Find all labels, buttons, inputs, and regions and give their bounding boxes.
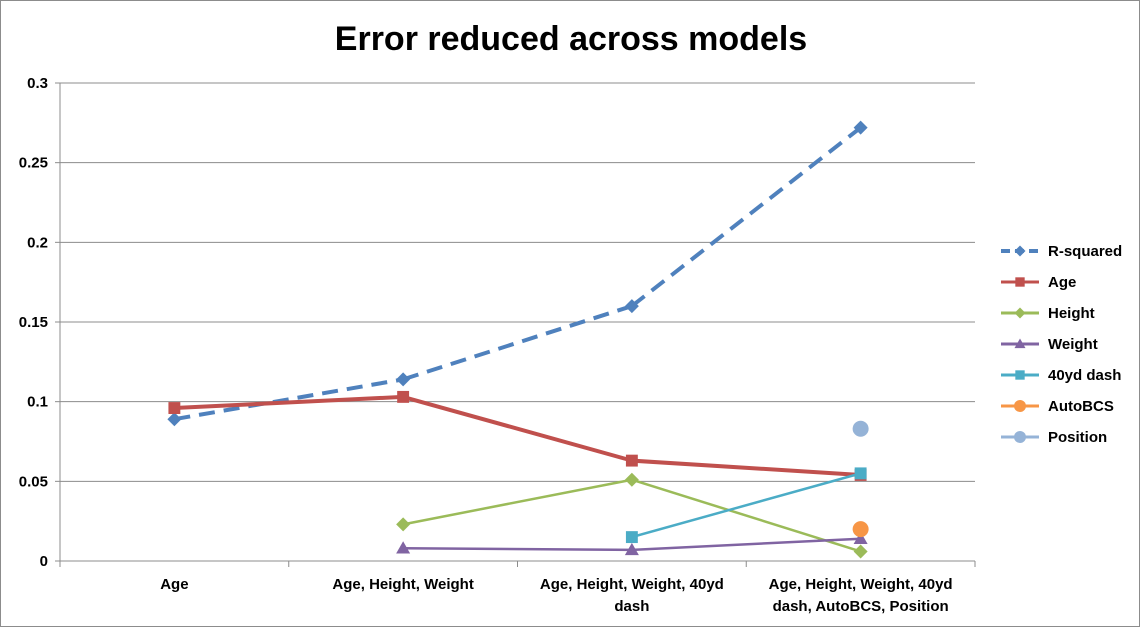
series-line-segment <box>402 394 633 463</box>
x-tick-label: Age, Height, Weight, 40yd <box>540 576 724 593</box>
data-point <box>396 541 411 554</box>
data-point <box>624 542 639 556</box>
legend: R-squared Age Height Weight 40yd dash AutoBCS… <box>1001 243 1122 446</box>
data-point <box>852 420 869 437</box>
y-axis-ticks: 0 0.05 0.1 0.15 0.2 0.25 0.3 <box>19 75 60 570</box>
data-point <box>625 454 638 467</box>
legend-marker <box>1014 245 1026 257</box>
x-axis-ticks: Age Age, Height, Weight Age, Height, Weigh… <box>59 561 976 615</box>
data-point <box>853 531 868 544</box>
series-40yd-dash <box>625 467 867 544</box>
legend-marker <box>1014 400 1026 412</box>
legend-marker <box>1015 277 1025 287</box>
legend-label: Weight <box>1048 336 1098 353</box>
data-point <box>853 120 868 135</box>
y-tick-label: 0.3 <box>27 75 48 92</box>
data-point <box>167 412 182 427</box>
x-tick-label: dash <box>614 598 649 615</box>
series-line-segment <box>630 126 862 308</box>
series-line-segment <box>631 458 861 477</box>
data-point <box>397 390 410 403</box>
legend-entry: Weight <box>1001 336 1098 353</box>
legend-marker <box>1014 338 1026 349</box>
data-point <box>854 467 867 480</box>
legend-entry: Age <box>1001 274 1076 291</box>
gridlines <box>60 82 975 482</box>
x-tick-label: dash, AutoBCS, Position <box>773 598 949 615</box>
series-group <box>167 120 869 559</box>
series-line-segment <box>631 472 861 539</box>
data-point <box>624 472 639 487</box>
y-tick-label: 0.25 <box>19 155 48 172</box>
data-point <box>853 544 868 559</box>
x-tick-label: Age <box>160 576 188 593</box>
y-tick-label: 0.2 <box>27 234 48 251</box>
y-tick-label: 0.1 <box>27 394 48 411</box>
data-point <box>625 531 638 544</box>
series-line-segment <box>402 304 633 382</box>
series-line-segment <box>403 547 632 552</box>
series-line-segment <box>174 377 404 422</box>
y-tick-label: 0.15 <box>19 314 48 331</box>
data-point <box>624 299 639 314</box>
x-tick-label: Age, Height, Weight, 40yd <box>769 576 953 593</box>
series-line-segment <box>631 537 861 552</box>
legend-entry: Position <box>1001 429 1107 446</box>
series-position <box>852 420 869 437</box>
data-point <box>852 521 869 538</box>
series-line-segment <box>174 394 404 411</box>
legend-marker <box>1014 431 1026 443</box>
legend-entry: AutoBCS <box>1001 398 1114 415</box>
series-autobcs <box>852 521 869 538</box>
legend-entry: 40yd dash <box>1001 367 1121 384</box>
x-tick-label: Age, Height, Weight <box>332 576 473 593</box>
y-tick-label: 0.05 <box>19 473 48 490</box>
data-point <box>396 372 411 387</box>
series-weight <box>396 531 868 556</box>
legend-entry: Height <box>1001 305 1095 322</box>
legend-entry: R-squared <box>1001 243 1122 260</box>
data-point <box>396 517 411 532</box>
series-line-segment <box>402 478 633 526</box>
legend-marker <box>1015 370 1025 380</box>
series-r-squared <box>167 120 868 427</box>
legend-marker <box>1014 307 1026 319</box>
legend-label: Age <box>1048 274 1076 291</box>
legend-label: AutoBCS <box>1048 398 1114 415</box>
series-age <box>168 390 867 481</box>
legend-label: Position <box>1048 429 1107 446</box>
legend-label: 40yd dash <box>1048 367 1121 384</box>
series-height <box>396 472 868 559</box>
legend-label: Height <box>1048 305 1095 322</box>
chart-title: Error reduced across models <box>335 20 807 58</box>
data-point <box>168 402 181 414</box>
legend-label: R-squared <box>1048 243 1122 260</box>
y-tick-label: 0 <box>40 553 48 570</box>
